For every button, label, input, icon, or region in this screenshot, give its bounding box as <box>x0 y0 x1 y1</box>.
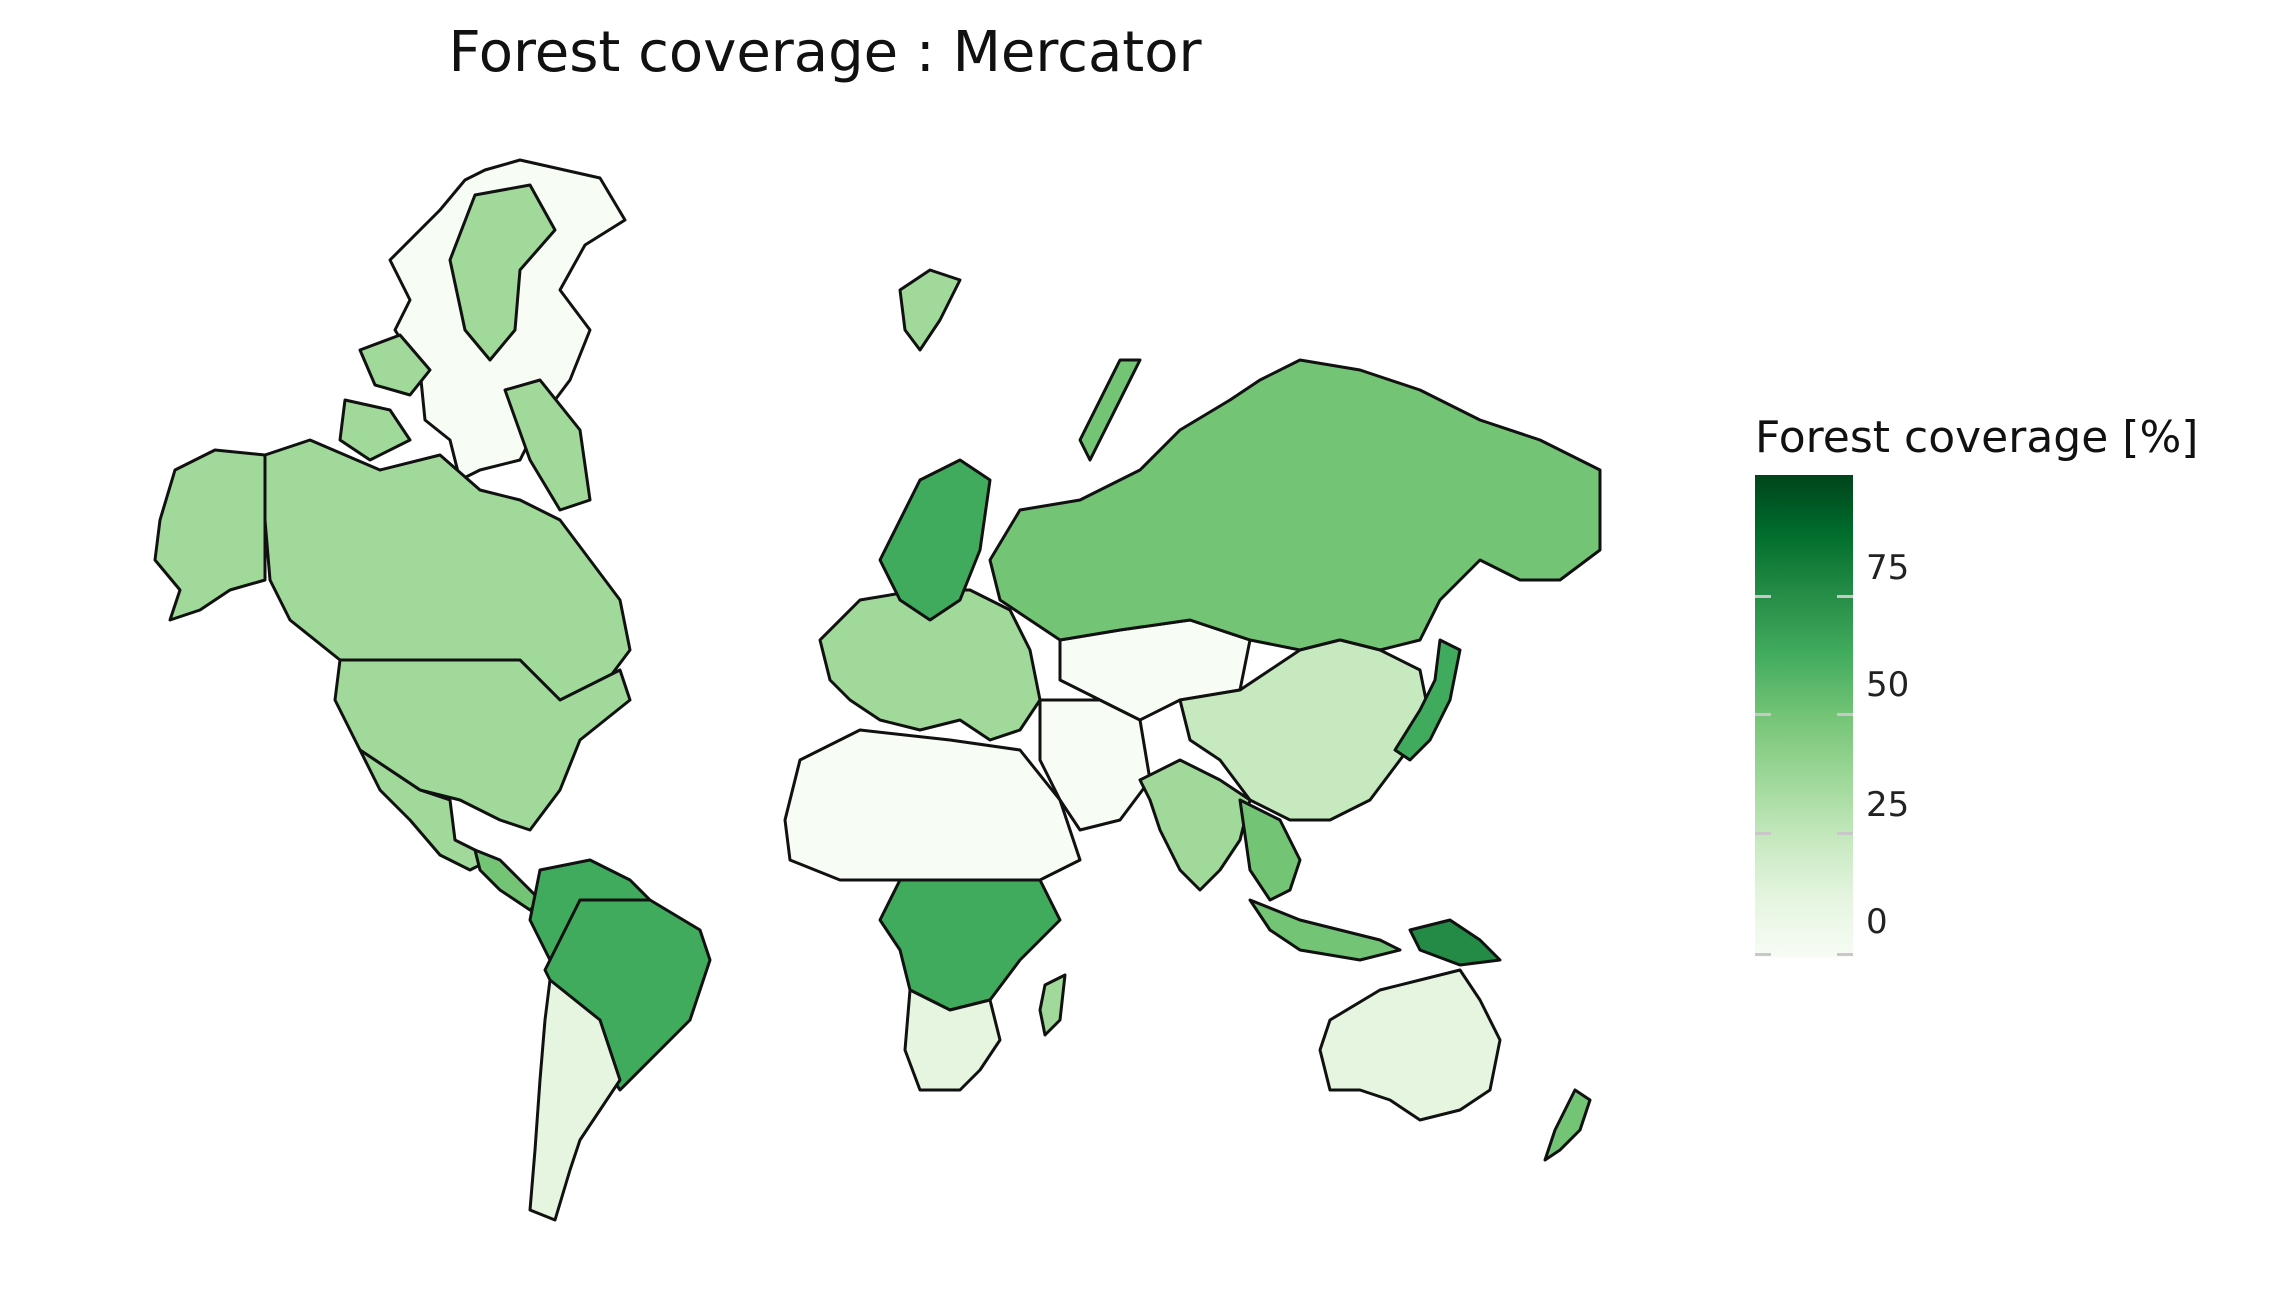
region-usa <box>333 658 632 832</box>
region-china <box>1178 638 1432 822</box>
region-central-africa <box>878 878 1062 1012</box>
legend-title: Forest coverage [%] <box>1755 412 2199 463</box>
region-north-africa <box>783 728 1082 882</box>
region-alaska <box>153 448 267 622</box>
region-new-guinea <box>1408 918 1502 967</box>
region-canada-arctic <box>448 183 557 362</box>
region-svalbard <box>898 268 962 352</box>
region-india <box>1138 758 1252 892</box>
tick-mark <box>1755 595 1771 598</box>
tick-mark <box>1755 832 1771 835</box>
region-australia <box>1318 968 1502 1122</box>
tick-mark <box>1755 953 1771 956</box>
map-title: Forest coverage : Mercator <box>448 20 1202 85</box>
region-central-america <box>473 848 542 912</box>
colorbar-tick-label: 75 <box>1866 548 1910 588</box>
region-scandinavia <box>878 458 992 622</box>
region-madagascar <box>1038 973 1067 1037</box>
tick-mark <box>1837 713 1853 716</box>
region-southern-africa <box>903 988 1002 1092</box>
region-japan <box>1393 638 1462 762</box>
tick-mark <box>1837 832 1853 835</box>
region-indonesia <box>1248 898 1402 962</box>
region-russia <box>988 358 1602 652</box>
world-map <box>153 158 1602 1222</box>
region-canada-islands <box>358 333 432 397</box>
region-new-zealand <box>1543 1088 1592 1162</box>
colorbar-tick-label: 50 <box>1866 665 1910 705</box>
tick-mark <box>1837 595 1853 598</box>
region-se-asia <box>1238 798 1302 902</box>
region-baffin <box>503 378 592 512</box>
tick-mark <box>1755 713 1771 716</box>
colorbar <box>1755 475 1853 957</box>
region-novaya-zemlya <box>1078 358 1142 462</box>
colorbar-tick-label: 25 <box>1866 785 1910 825</box>
region-canada-islands2 <box>338 398 412 462</box>
region-argentina-chile <box>528 978 622 1222</box>
region-canada <box>263 438 632 702</box>
colorbar-tick-label: 0 <box>1866 902 1888 942</box>
tick-mark <box>1837 953 1853 956</box>
